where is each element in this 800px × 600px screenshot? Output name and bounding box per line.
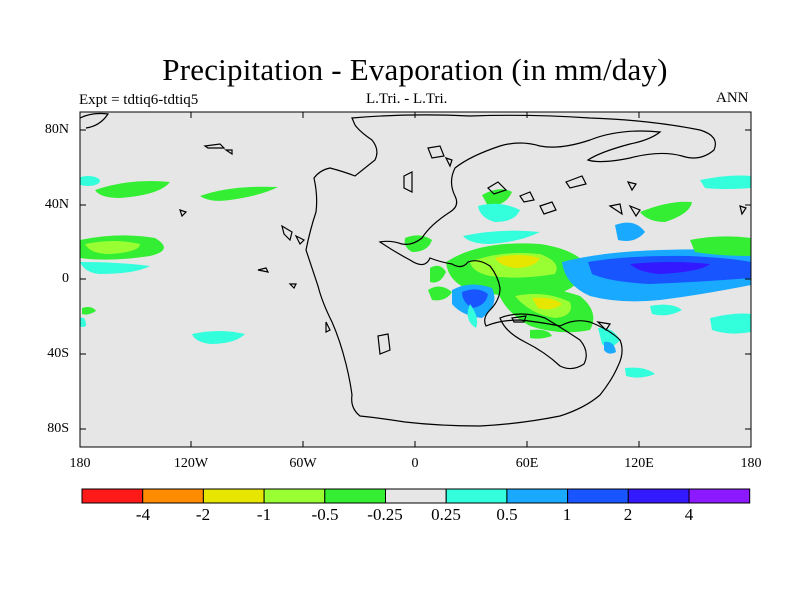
contour-patch	[532, 297, 562, 310]
coastline	[80, 112, 110, 129]
coastline	[499, 313, 587, 370]
contour-patch	[600, 285, 680, 300]
contour-patch	[615, 222, 645, 241]
contour-patch	[710, 313, 751, 334]
coastline	[377, 333, 391, 355]
coastline	[281, 224, 293, 242]
contour-patch	[467, 304, 478, 328]
lon-tick-label: 0	[411, 456, 419, 471]
contour-patch	[630, 262, 710, 274]
lon-tick-label: 60W	[289, 456, 317, 471]
colorbar-label: 2	[623, 505, 633, 524]
contour-patch	[530, 329, 552, 339]
colorbar-swatch	[688, 488, 751, 504]
contour-patch	[598, 327, 620, 348]
coastline	[224, 149, 233, 156]
contour-patch	[495, 255, 540, 268]
colorbar-swatch	[81, 488, 144, 504]
contour-fill-layer	[80, 175, 751, 378]
contour-patch	[95, 181, 170, 198]
coastline	[628, 204, 641, 218]
contour-patch	[428, 286, 452, 301]
colorbar-swatch	[263, 488, 326, 504]
colorbar-label: -0.25	[367, 505, 403, 524]
contour-patch	[690, 236, 751, 256]
colorbar-label: 4	[684, 505, 694, 524]
contour-patch	[640, 201, 692, 222]
colorbar-swatch	[202, 488, 265, 504]
colorbar-swatch	[506, 488, 569, 504]
lat-tick-label: 80S	[47, 421, 69, 436]
map-title: Precipitation - Evaporation (in mm/day)	[162, 52, 668, 87]
contour-patch	[80, 317, 86, 327]
colorbar-swatch	[627, 488, 690, 504]
colorbar-label: -0.5	[311, 505, 339, 524]
lon-tick-label: 120W	[173, 456, 209, 471]
contour-patch	[82, 307, 96, 315]
colorbar-swatch	[567, 488, 629, 504]
contour-patch	[482, 189, 512, 206]
lon-tick-label: 60E	[515, 456, 539, 471]
colorbar-swatch	[142, 488, 204, 504]
colorbar-swatch	[324, 488, 386, 504]
colorbar-label: -2	[195, 505, 211, 524]
lon-tick-label: 180	[69, 456, 91, 471]
colorbar-label: 1	[562, 505, 572, 524]
contour-patch	[462, 289, 488, 308]
coastline	[444, 156, 453, 168]
colorbar-label: -4	[135, 505, 151, 524]
coastline	[288, 283, 297, 290]
coastline	[519, 191, 535, 203]
coastline	[325, 321, 331, 333]
coastline	[427, 145, 445, 159]
season-label: ANN	[716, 90, 749, 106]
colorbar-label: 0.5	[496, 505, 518, 524]
lon-tick-label: 120E	[624, 456, 654, 471]
coastline	[626, 181, 637, 192]
contour-patch	[463, 230, 540, 244]
colorbar-label: -1	[256, 505, 272, 524]
contour-patch	[478, 203, 520, 222]
coastline	[565, 175, 587, 189]
lat-tick-label: 40S	[47, 346, 69, 361]
lat-tick-label: 80N	[44, 122, 69, 137]
lat-tick-label: 40N	[44, 197, 69, 212]
coastline	[511, 315, 527, 323]
colorbar-swatch	[445, 488, 508, 504]
coastline-layer	[80, 112, 747, 427]
coastline	[539, 201, 557, 215]
colorbar-swatch	[385, 488, 447, 504]
experiment-label: Expt = tdtiq6-tdtiq5	[79, 92, 199, 108]
coastline	[403, 171, 413, 193]
contour-patch	[80, 176, 100, 186]
contour-patch	[404, 235, 432, 252]
contour-patch	[430, 265, 446, 283]
contour-patch	[700, 175, 751, 189]
coastline	[257, 267, 270, 273]
contour-patch	[625, 367, 655, 378]
coastline	[608, 203, 623, 216]
lon-tick-label: 180	[740, 456, 762, 471]
coastline	[739, 205, 747, 216]
contour-patch	[200, 186, 278, 201]
coastline	[487, 181, 508, 195]
contour-patch	[604, 341, 616, 354]
coastline	[596, 321, 612, 331]
contour-patch	[192, 331, 245, 344]
coastline	[294, 234, 306, 246]
lat-tick-label: 0	[62, 271, 69, 286]
contour-patch	[85, 241, 140, 254]
grid-label: L.Tri. - L.Tri.	[366, 91, 448, 107]
tick-marks	[80, 112, 751, 447]
colorbar-label: 0.25	[431, 505, 461, 524]
contour-patch	[650, 304, 682, 316]
contour-patch	[80, 262, 150, 274]
colorbar	[81, 488, 751, 504]
coastline	[179, 209, 188, 218]
coastline	[305, 114, 716, 427]
coastline	[203, 143, 226, 149]
